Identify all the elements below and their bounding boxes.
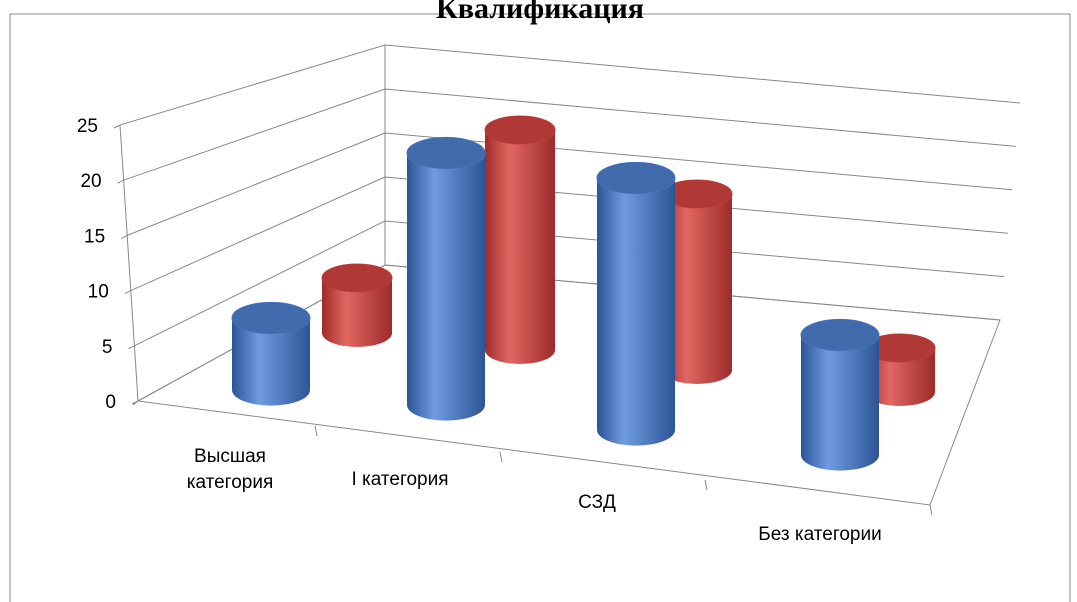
grid-line [134, 220, 1005, 347]
x-tick [704, 479, 708, 491]
bar-part [662, 180, 732, 208]
bar-part [800, 318, 880, 352]
bar [406, 136, 486, 421]
y-tick [117, 179, 124, 184]
y-tick [124, 290, 132, 295]
x-tick [929, 504, 933, 516]
grid-line [137, 264, 1001, 402]
bar-part [865, 348, 935, 406]
grid-line [123, 88, 1017, 181]
x-tick-label: I категория [351, 469, 449, 490]
x-tick [499, 451, 503, 463]
y-tick [120, 234, 128, 239]
y-tick-label: 15 [84, 226, 105, 247]
bar-part [232, 302, 310, 334]
y-tick-label: 5 [102, 337, 113, 358]
bar-part [662, 194, 732, 384]
y-tick-label: 20 [80, 171, 101, 192]
bar-part [322, 278, 392, 347]
bar [231, 301, 311, 406]
bar-part [801, 319, 879, 351]
bar-part [596, 161, 676, 195]
x-tick [314, 425, 318, 437]
grid-line [127, 132, 1013, 236]
grid-line [130, 176, 1009, 292]
bar-part [485, 116, 555, 144]
bar-part [321, 263, 393, 293]
bar-part [231, 301, 311, 335]
y-tick [113, 124, 121, 129]
bar [800, 318, 880, 471]
bar-part [406, 136, 486, 170]
bar-part [322, 264, 392, 292]
bar [661, 179, 733, 384]
axis [119, 124, 139, 402]
bar-part [407, 153, 485, 421]
bar-part [484, 115, 556, 145]
chart-title: Квалификация [436, 0, 644, 25]
bar [864, 333, 936, 406]
frame [9, 13, 1071, 602]
bar-part [801, 335, 879, 471]
x-tick-label: Без категории [758, 524, 882, 545]
bar [321, 263, 393, 347]
bar-part [597, 162, 675, 194]
x-tick-label: СЗД [578, 492, 616, 513]
bar [596, 161, 676, 446]
y-tick [131, 400, 139, 405]
y-tick-label: 10 [88, 282, 109, 303]
bar-part [597, 178, 675, 446]
bar-part [485, 130, 555, 364]
bar-part [407, 137, 485, 169]
y-tick-label: 0 [105, 392, 116, 413]
x-tick-label: Высшая категория [186, 446, 274, 493]
y-tick [128, 345, 135, 350]
bar [484, 115, 556, 364]
grid-line [119, 44, 1021, 126]
bar-part [865, 334, 935, 362]
y-tick-label: 25 [77, 116, 98, 137]
bar-part [232, 318, 310, 406]
